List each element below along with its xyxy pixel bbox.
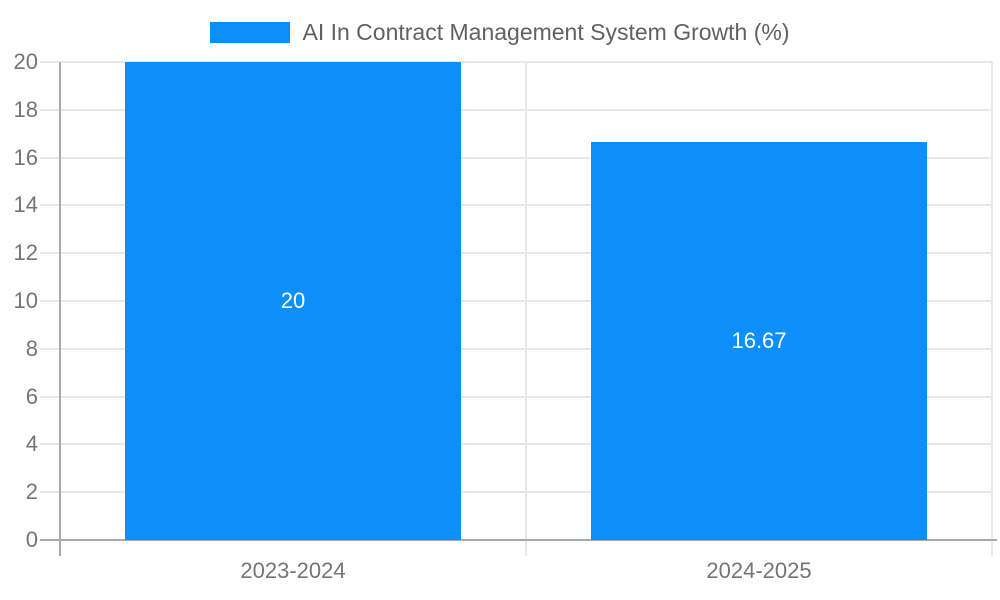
category-divider-line bbox=[525, 62, 527, 556]
legend-label: AI In Contract Management System Growth … bbox=[302, 19, 790, 45]
gridline bbox=[40, 156, 992, 159]
gridline bbox=[40, 252, 992, 255]
y-tick-label: 18 bbox=[13, 96, 38, 122]
bar-value-label: 16.67 bbox=[731, 327, 787, 353]
gridline bbox=[40, 491, 992, 494]
y-tick-label: 8 bbox=[25, 335, 38, 361]
plot-area: 20 16.67 bbox=[40, 61, 997, 556]
y-tick-label: 6 bbox=[25, 383, 38, 409]
gridline bbox=[40, 395, 992, 398]
gridline bbox=[40, 204, 992, 207]
x-axis-label: 2024-2025 bbox=[706, 558, 812, 583]
x-axis-baseline bbox=[40, 539, 997, 541]
y-tick-label: 14 bbox=[13, 192, 38, 218]
y-tick-label: 4 bbox=[25, 431, 38, 457]
gridline bbox=[40, 300, 992, 302]
y-tick-label: 0 bbox=[25, 527, 38, 552]
legend[interactable]: AI In Contract Management System Growth … bbox=[0, 19, 1000, 46]
x-axis-label: 2023-2024 bbox=[240, 558, 346, 583]
y-tick-label: 20 bbox=[13, 49, 38, 74]
legend-swatch-icon bbox=[210, 22, 291, 43]
y-tick-label: 2 bbox=[25, 479, 38, 505]
gridline bbox=[40, 443, 992, 446]
plot-right-border bbox=[991, 62, 993, 556]
gridline bbox=[40, 347, 992, 350]
gridline bbox=[40, 61, 992, 63]
bar-2024-2025[interactable]: 16.67 bbox=[591, 141, 927, 540]
y-axis-line bbox=[59, 62, 61, 556]
bar-value-label: 20 bbox=[280, 288, 306, 313]
bar-2023-2024[interactable]: 20 bbox=[125, 62, 461, 540]
y-tick-label: 10 bbox=[13, 288, 38, 313]
gridline bbox=[40, 108, 992, 111]
y-tick-label: 16 bbox=[13, 144, 38, 170]
y-tick-label: 12 bbox=[13, 240, 38, 266]
